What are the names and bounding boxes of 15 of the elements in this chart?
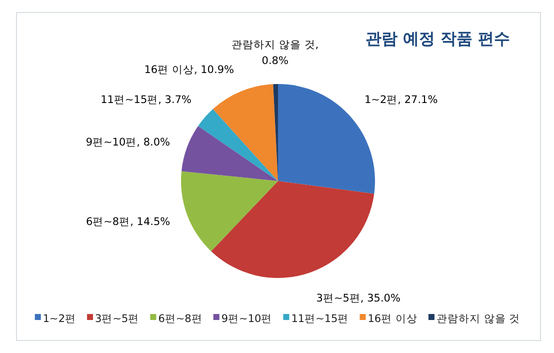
legend-label: 관람하지 않을 것 (436, 313, 520, 325)
data-label: 1~2편, 27.1% (364, 94, 438, 106)
data-label: 9편~10편, 8.0% (86, 136, 170, 148)
chart-title: 관람 예정 작품 편수 (365, 29, 510, 48)
legend-label: 6편~8편 (158, 313, 202, 325)
data-label: 3편~5편, 35.0% (316, 292, 400, 304)
legend-label: 16편 이상 (368, 313, 418, 325)
legend-label: 11편~15편 (291, 313, 349, 325)
legend-label: 3편~5편 (95, 313, 140, 325)
data-label: 6편~8편, 14.5% (86, 216, 170, 228)
data-label: 16편 이상, 10.9% (144, 64, 234, 76)
legend-label: 9편~10편 (221, 313, 272, 325)
data-label: 11편~15편, 3.7% (100, 94, 192, 106)
legend-label: 1~2편 (42, 313, 76, 325)
data-label: 관람하지 않을 것, 0.8% (232, 39, 319, 68)
